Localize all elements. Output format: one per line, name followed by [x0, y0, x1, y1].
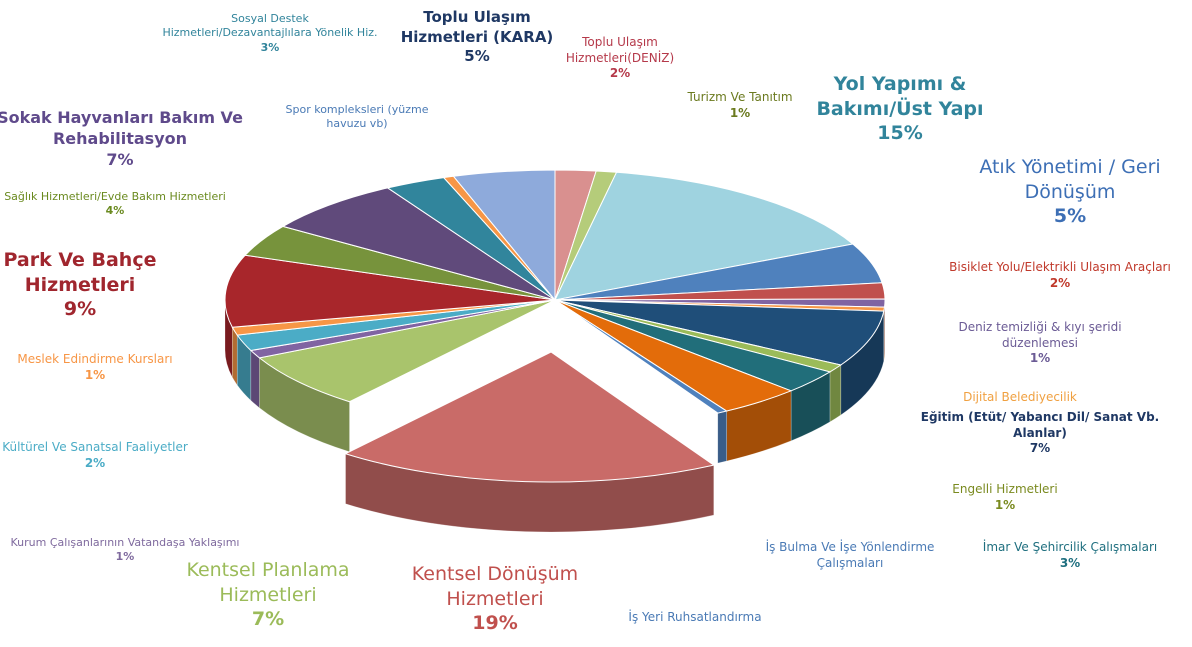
value-label: 2%: [1049, 275, 1071, 290]
category-label: Meslek Edindirme Kursları: [17, 352, 173, 366]
slice-label: Toplu Ulaşım Hizmetleri(DENİZ) 2%: [550, 35, 690, 82]
value-label: 3%: [260, 40, 280, 54]
category-label: Park Ve Bahçe Hizmetleri: [3, 249, 157, 296]
category-label: Sosyal Destek Hizmetleri/Dezavantajlılar…: [162, 12, 378, 40]
slice: [452, 169, 556, 302]
category-label: Yol Yapımı & Bakımı/Üst Yapı: [816, 73, 984, 120]
value-label: 3%: [1059, 555, 1081, 570]
slice-label: Sokak Hayvanları Bakım Ve Rehabilitasyon…: [0, 108, 245, 170]
value-label: 4%: [105, 204, 125, 218]
category-label: Engelli Hizmetleri: [952, 482, 1058, 496]
slice: [258, 299, 556, 403]
category-label: İş Yeri Ruhsatlandırma: [628, 610, 762, 624]
value-label: 7%: [251, 608, 285, 631]
slice-label: İş Yeri Ruhsatlandırma: [590, 610, 800, 626]
category-label: Kurum Çalışanlarının Vatandaşa Yaklaşımı: [10, 536, 240, 549]
value-label: 7%: [106, 149, 134, 169]
slice-label: Park Ve Bahçe Hizmetleri 9%: [0, 248, 175, 322]
slice: [554, 299, 885, 366]
slice-label: Kentsel Planlama Hizmetleri 7%: [153, 558, 383, 632]
category-label: Deniz temizliği & kıyı şeridi düzenlemes…: [958, 320, 1122, 350]
category-label: Kültürel Ve Sanatsal Faaliyetler: [2, 440, 188, 454]
value-label: 9%: [63, 298, 97, 321]
category-label: Atık Yönetimi / Geri Dönüşüm: [979, 156, 1161, 203]
slice-label: Yol Yapımı & Bakımı/Üst Yapı 15%: [795, 72, 1005, 146]
value-label: 5%: [464, 47, 490, 65]
slice-label: Sağlık Hizmetleri/Evde Bakım Hizmetleri 4…: [0, 190, 235, 219]
category-label: Sokak Hayvanları Bakım Ve Rehabilitasyon: [0, 108, 243, 148]
slice-label: Kurum Çalışanlarının Vatandaşa Yaklaşımı…: [0, 536, 250, 565]
value-label: 7%: [1029, 441, 1051, 456]
slice-label: İş Bulma Ve İşe Yönlendirme Çalışmaları: [745, 540, 955, 571]
slice-label: Dijital Belediyecilik: [935, 390, 1105, 406]
value-label: 1%: [84, 367, 106, 382]
slice: [344, 351, 715, 483]
slice-side: [829, 364, 842, 423]
value-label: 19%: [472, 612, 518, 635]
category-label: Bisiklet Yolu/Elektrikli Ulaşım Araçları: [949, 260, 1171, 274]
category-label: Toplu Ulaşım Hizmetleri (KARA): [400, 8, 554, 46]
category-label: İş Bulma Ve İşe Yönlendirme Çalışmaları: [765, 540, 935, 570]
slice-label: Kültürel Ve Sanatsal Faaliyetler 2%: [0, 440, 190, 471]
slice-label: Kentsel Dönüşüm Hizmetleri 19%: [375, 562, 615, 636]
slice-side: [232, 327, 238, 387]
category-label: Sağlık Hizmetleri/Evde Bakım Hizmetleri: [4, 190, 226, 203]
category-label: Turizm Ve Tanıtım: [687, 90, 793, 104]
value-label: 1%: [729, 105, 751, 120]
category-label: Kentsel Dönüşüm Hizmetleri: [411, 563, 579, 610]
slice-label: Meslek Edindirme Kursları 1%: [0, 352, 200, 383]
category-label: Toplu Ulaşım Hizmetleri(DENİZ): [565, 35, 675, 65]
slice-label: Bisiklet Yolu/Elektrikli Ulaşım Araçları…: [940, 260, 1180, 291]
slice-label: Turizm Ve Tanıtım 1%: [675, 90, 805, 121]
slice: [554, 171, 854, 301]
slice-label: Atık Yönetimi / Geri Dönüşüm 5%: [955, 155, 1185, 229]
category-label: Kentsel Planlama Hizmetleri: [186, 559, 350, 606]
slice: [224, 254, 556, 328]
category-label: Eğitim (Etüt/ Yabancı Dil/ Sanat Vb. Ala…: [920, 410, 1160, 440]
category-label: İmar Ve Şehircilik Çalışmaları: [982, 540, 1158, 554]
slice: [554, 299, 728, 414]
slice-label: Toplu Ulaşım Hizmetleri (KARA) 5%: [392, 8, 562, 67]
value-label: 2%: [609, 66, 631, 81]
value-label: 1%: [115, 550, 135, 564]
category-label: Spor kompleksleri (yüzme havuzu vb): [285, 103, 429, 131]
slice-label: Eğitim (Etüt/ Yabancı Dil/ Sanat Vb. Ala…: [920, 410, 1160, 457]
value-label: 1%: [1029, 351, 1051, 366]
slice-label: Deniz temizliği & kıyı şeridi düzenlemes…: [930, 320, 1150, 367]
value-label: 2%: [84, 455, 106, 470]
slice-side: [250, 349, 260, 409]
value-label: 1%: [994, 497, 1016, 512]
category-label: Dijital Belediyecilik: [963, 390, 1077, 404]
slice-side: [717, 410, 727, 464]
slice-label: Sosyal Destek Hizmetleri/Dezavantajlılar…: [155, 12, 385, 55]
value-label: 5%: [1053, 205, 1087, 228]
slice-label: Engelli Hizmetleri 1%: [925, 482, 1085, 513]
slice-label: İmar Ve Şehircilik Çalışmaları 3%: [945, 540, 1192, 571]
value-label: 15%: [877, 122, 923, 145]
slice: [281, 187, 556, 301]
slice-label: Spor kompleksleri (yüzme havuzu vb): [272, 103, 442, 132]
